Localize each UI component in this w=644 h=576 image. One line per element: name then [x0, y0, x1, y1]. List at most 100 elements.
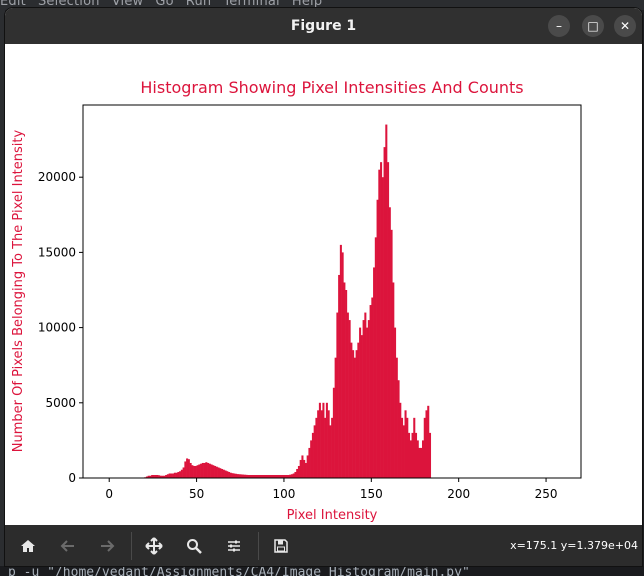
- maximize-button[interactable]: □: [582, 15, 604, 37]
- histogram-bar: [388, 207, 391, 478]
- x-tick-label: 200: [447, 487, 470, 501]
- histogram-bar: [236, 474, 239, 478]
- x-tick-label: 0: [105, 487, 113, 501]
- histogram-bar: [266, 474, 269, 478]
- editor-menu-item: Terminal: [223, 0, 280, 9]
- histogram-bar: [276, 474, 280, 478]
- histogram-bar: [409, 440, 412, 478]
- editor-menu-item: Selection: [37, 0, 100, 9]
- zoom-icon[interactable]: [181, 533, 207, 559]
- histogram-bar: [205, 462, 208, 478]
- histogram-bar: [371, 297, 374, 478]
- histogram-bar: [324, 417, 327, 478]
- histogram-bar: [278, 474, 281, 478]
- histogram-bar: [254, 474, 257, 478]
- histogram-bar: [411, 432, 414, 478]
- histogram-bar: [325, 402, 328, 478]
- back-icon[interactable]: [55, 533, 81, 559]
- background-editor-menubar: Edit Selection View Go Run Terminal Help: [0, 0, 644, 10]
- histogram-bar: [173, 472, 176, 478]
- histogram-bar: [240, 474, 243, 478]
- histogram-bar: [338, 274, 341, 478]
- histogram-bar: [423, 417, 426, 478]
- histogram-bar: [397, 380, 400, 478]
- histogram-bar: [350, 342, 353, 478]
- histogram-bar: [381, 177, 384, 478]
- histogram-bar: [170, 473, 173, 478]
- histogram-bar: [315, 417, 318, 478]
- histogram-bar: [259, 474, 262, 478]
- histogram-bar: [166, 474, 169, 478]
- histogram-bar: [273, 474, 276, 478]
- editor-menu-item: Run: [185, 0, 212, 9]
- histogram-bar: [165, 474, 168, 478]
- histogram-bar: [383, 147, 386, 479]
- histogram-bar: [425, 410, 428, 478]
- histogram-bar: [238, 474, 241, 478]
- histogram-bar: [175, 472, 178, 478]
- histogram-bar: [208, 463, 211, 478]
- histogram-bar: [299, 459, 302, 478]
- histogram-bar: [359, 327, 362, 478]
- histogram-bar: [226, 471, 229, 478]
- histogram-bar: [182, 467, 185, 478]
- histogram-bar: [301, 455, 304, 478]
- histogram-bar: [304, 462, 307, 478]
- axes-frame: [82, 104, 582, 479]
- histogram-bar: [334, 357, 337, 478]
- y-tick-label: 15000: [38, 245, 76, 259]
- histogram-bar: [184, 461, 187, 478]
- close-button[interactable]: ✕: [614, 15, 636, 37]
- histogram-bar: [268, 474, 271, 478]
- histogram-bar: [229, 472, 232, 478]
- histogram-bar: [348, 320, 351, 478]
- histogram-bar: [149, 475, 152, 478]
- histogram-bar: [194, 465, 197, 478]
- save-icon[interactable]: [268, 533, 294, 559]
- histogram-bar: [233, 473, 236, 478]
- histogram-bar: [306, 455, 309, 478]
- histogram-bar: [292, 473, 295, 478]
- editor-menu-item: Help: [291, 0, 323, 9]
- histogram-bar: [156, 474, 159, 478]
- histogram-bar: [297, 465, 300, 478]
- histogram-bar: [198, 464, 201, 478]
- histogram-bar: [327, 410, 330, 478]
- toolbar-separator: [258, 532, 259, 560]
- histogram-bar: [339, 244, 342, 479]
- histogram-bar: [415, 432, 418, 478]
- histogram-bar: [147, 475, 150, 478]
- histogram-bar: [387, 162, 390, 478]
- x-tick-label: 150: [360, 487, 383, 501]
- editor-menu-item: Edit: [0, 0, 26, 9]
- histogram-bar: [249, 474, 252, 478]
- histogram-bar: [355, 350, 358, 478]
- histogram-bar: [269, 474, 273, 478]
- histogram-bar: [395, 357, 398, 478]
- histogram-bar: [264, 474, 267, 478]
- histogram-bar: [392, 282, 395, 478]
- configure-subplots-icon[interactable]: [221, 533, 247, 559]
- histogram-bar: [318, 402, 321, 478]
- histogram-bar: [212, 465, 215, 478]
- histogram-bar: [189, 462, 192, 478]
- forward-icon[interactable]: [94, 533, 120, 559]
- x-axis-label: Pixel Intensity: [287, 508, 378, 523]
- minimize-button[interactable]: –: [548, 15, 570, 37]
- histogram-bar: [343, 282, 346, 478]
- histogram-bar: [210, 464, 213, 478]
- window-title: Figure 1: [290, 18, 357, 34]
- histogram-bar: [255, 474, 259, 478]
- home-icon[interactable]: [15, 533, 41, 559]
- pan-icon[interactable]: [141, 533, 167, 559]
- histogram-bar: [341, 252, 344, 478]
- window-titlebar[interactable]: Figure 1 – □ ✕: [5, 8, 642, 44]
- histogram-bar: [186, 458, 189, 478]
- histogram-bar: [408, 432, 411, 478]
- histogram-bar: [214, 465, 217, 478]
- histogram-bar: [271, 474, 274, 478]
- histogram-bar: [159, 475, 162, 478]
- plot-canvas[interactable]: Histogram Showing Pixel Intensities And …: [5, 44, 642, 525]
- histogram-bar: [191, 465, 194, 478]
- histogram-bar: [373, 267, 376, 478]
